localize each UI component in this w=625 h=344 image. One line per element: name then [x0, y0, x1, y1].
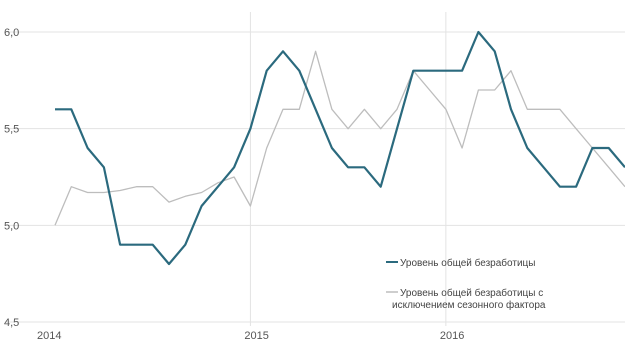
- series-line-1: [55, 30, 625, 266]
- y-tick-label: 5,0: [4, 220, 19, 232]
- legend-label-1: Уровень общей безработицы: [400, 257, 535, 269]
- x-tick-label: 2014: [37, 330, 61, 342]
- y-tick-label: 6,0: [4, 27, 19, 39]
- legend-label-2: Уровень общей безработицы с исключением с…: [392, 287, 546, 311]
- series-line-2: [54, 50, 625, 226]
- legend-label-2-line: Уровень общей безработицы с: [400, 287, 543, 299]
- legend-label-2-line: исключением сезонного фактора: [392, 299, 546, 311]
- y-tick-label: 5,5: [4, 124, 19, 136]
- x-tick-label: 2015: [244, 330, 268, 342]
- x-tick-label: 2016: [440, 330, 464, 342]
- y-tick-label: 4,5: [4, 317, 19, 329]
